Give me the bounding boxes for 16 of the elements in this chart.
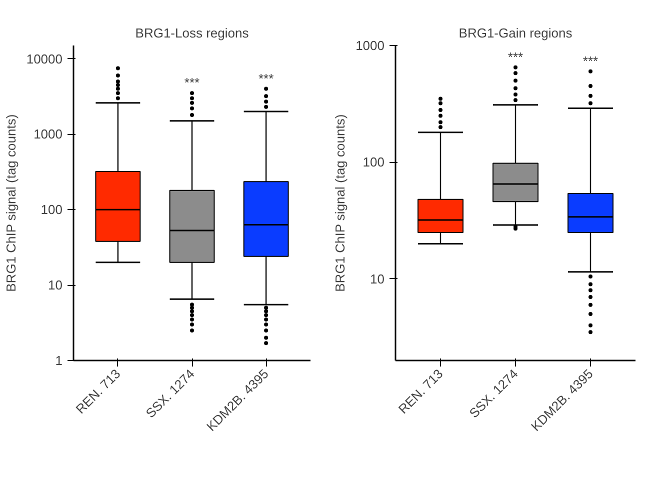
y-tick-label: 100 <box>362 154 385 170</box>
y-tick-label: 1000 <box>356 38 384 53</box>
annotation: *** <box>184 75 200 90</box>
y-axis-title: BRG1 ChIP signal (tag counts) <box>332 114 348 292</box>
chart-title: BRG1-Gain regions <box>458 26 573 40</box>
y-tick-label: 10 <box>370 271 385 286</box>
y-axis-title: BRG1 ChIP signal (tag counts) <box>3 114 18 292</box>
annotation: *** <box>582 53 598 68</box>
y-tick-label: 100 <box>40 202 63 218</box>
chart-title: BRG1-Loss regions <box>135 26 250 40</box>
y-tick-label: 1 <box>55 353 63 368</box>
annotation: *** <box>508 49 524 64</box>
y-tick-label: 1000 <box>34 126 62 142</box>
y-tick-label: 10000 <box>26 51 63 66</box>
annotation: *** <box>258 70 274 86</box>
y-tick-label: 10 <box>48 278 63 293</box>
